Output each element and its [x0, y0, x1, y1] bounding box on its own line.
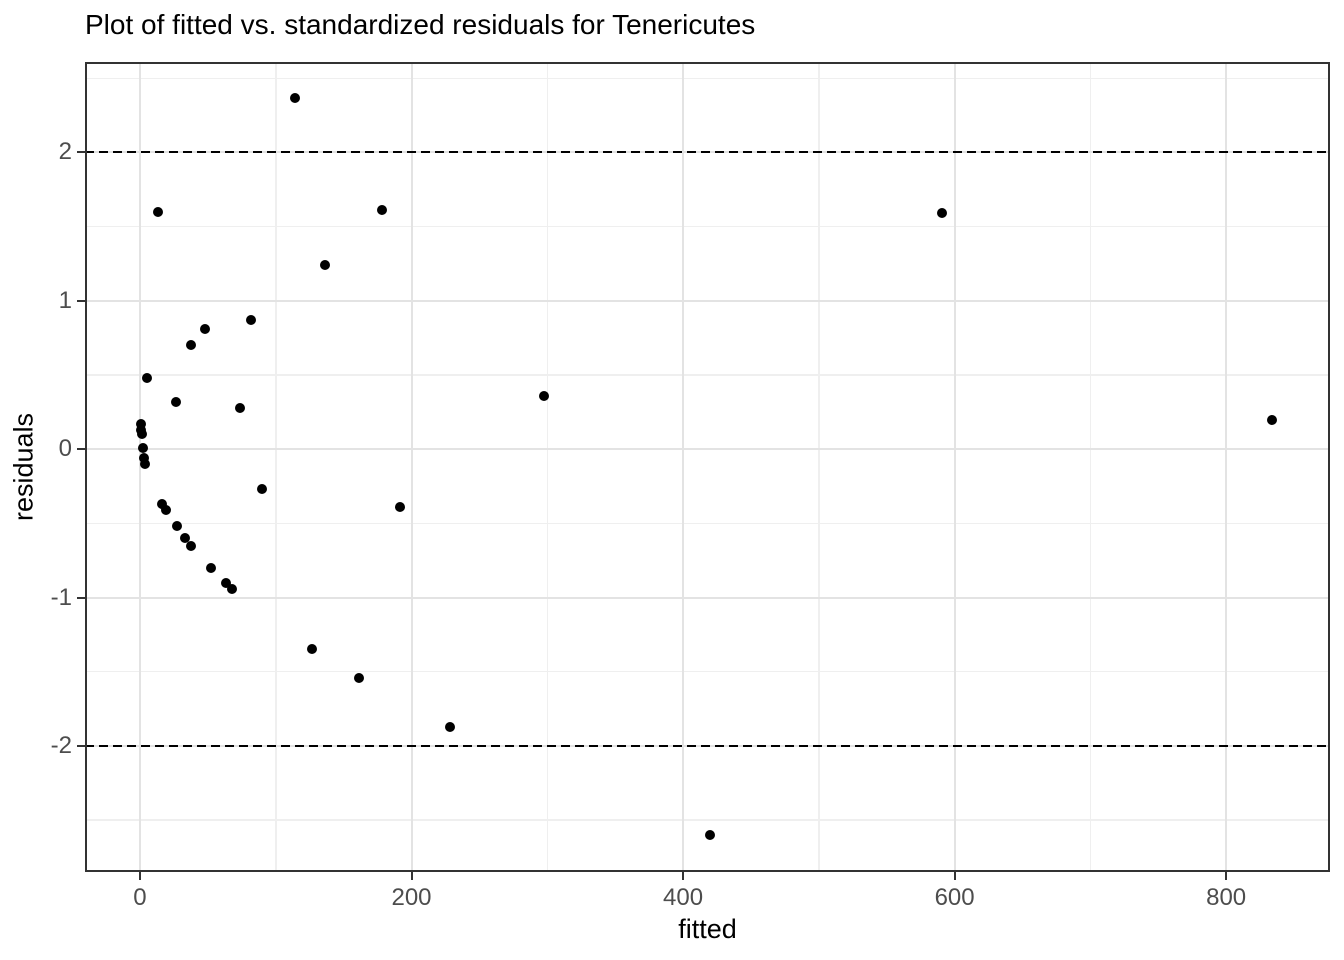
data-point — [135, 418, 146, 429]
data-point — [205, 562, 216, 573]
x-major-gridline — [138, 62, 141, 872]
y-minor-gridline — [85, 670, 1330, 673]
y-major-gridline — [85, 299, 1330, 302]
data-point — [220, 577, 231, 588]
data-point — [161, 505, 172, 516]
plot-panel — [85, 62, 1330, 872]
data-point — [353, 672, 364, 683]
x-tick-label: 200 — [391, 884, 432, 911]
y-minor-gridline — [85, 819, 1330, 821]
data-point — [171, 521, 182, 532]
x-minor-gridline — [1089, 62, 1092, 872]
y-tick-label: -2 — [50, 731, 72, 759]
data-point — [245, 315, 256, 326]
y-tick-label: 1 — [58, 286, 72, 314]
reference-line-dashed — [85, 744, 1330, 747]
y-axis-title: residuals — [8, 412, 39, 522]
data-point — [179, 533, 190, 544]
y-tick-label: 0 — [58, 435, 72, 463]
x-axis-tick — [410, 872, 413, 880]
y-tick-label: -1 — [50, 583, 72, 611]
x-axis-tick — [682, 872, 685, 880]
x-axis-tick — [1225, 872, 1228, 880]
data-point — [170, 396, 181, 407]
x-axis-tick — [138, 872, 141, 880]
data-point — [227, 583, 238, 594]
data-point — [141, 372, 152, 383]
x-major-gridline — [1225, 62, 1228, 872]
y-minor-gridline — [85, 77, 1330, 80]
data-point — [306, 644, 317, 655]
data-point — [257, 484, 268, 495]
x-major-gridline — [953, 62, 956, 872]
reference-line-dashed — [85, 151, 1330, 154]
x-major-gridline — [682, 62, 685, 872]
y-tick-label: 2 — [58, 138, 72, 166]
data-point — [200, 324, 211, 335]
x-axis-title: fitted — [678, 914, 737, 944]
data-point — [235, 402, 246, 413]
data-point — [376, 205, 387, 216]
data-point — [937, 208, 948, 219]
y-minor-gridline — [85, 374, 1330, 376]
x-minor-gridline — [546, 62, 549, 872]
data-point — [139, 459, 150, 470]
x-tick-label: 600 — [934, 884, 975, 911]
y-axis-tick — [77, 299, 85, 302]
data-point — [185, 340, 196, 351]
data-point — [138, 442, 149, 453]
data-point — [538, 390, 549, 401]
data-point — [152, 206, 163, 217]
x-tick-label: 0 — [133, 884, 147, 911]
data-point — [444, 721, 455, 732]
plot-title: Plot of fitted vs. standardized residual… — [85, 9, 756, 40]
data-point — [136, 429, 147, 440]
x-tick-label: 400 — [663, 884, 704, 911]
y-major-gridline — [85, 596, 1330, 599]
y-axis-tick — [77, 448, 85, 451]
data-point — [394, 502, 405, 513]
x-tick-label: 800 — [1206, 884, 1247, 911]
y-axis-tick — [77, 596, 85, 599]
x-major-gridline — [410, 62, 413, 872]
y-axis-tick — [77, 151, 85, 154]
y-axis-tick — [77, 744, 85, 747]
data-point — [705, 829, 716, 840]
data-point — [290, 92, 301, 103]
y-minor-gridline — [85, 522, 1330, 525]
data-point — [1267, 414, 1278, 425]
x-minor-gridline — [818, 62, 820, 872]
data-point — [185, 540, 196, 551]
y-minor-gridline — [85, 225, 1330, 228]
y-major-gridline — [85, 448, 1330, 451]
data-point — [139, 453, 150, 464]
data-point — [157, 499, 168, 510]
data-point — [319, 260, 330, 271]
x-axis-tick — [953, 872, 956, 880]
x-minor-gridline — [275, 62, 277, 872]
